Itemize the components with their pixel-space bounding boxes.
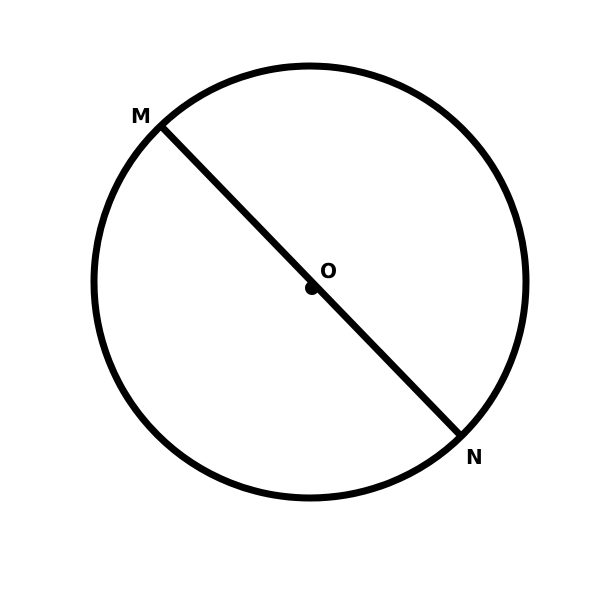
label-n: N <box>466 445 483 469</box>
circle <box>90 62 530 502</box>
label-m: M <box>131 104 151 128</box>
label-o: O <box>320 259 337 283</box>
center-point <box>305 281 319 295</box>
